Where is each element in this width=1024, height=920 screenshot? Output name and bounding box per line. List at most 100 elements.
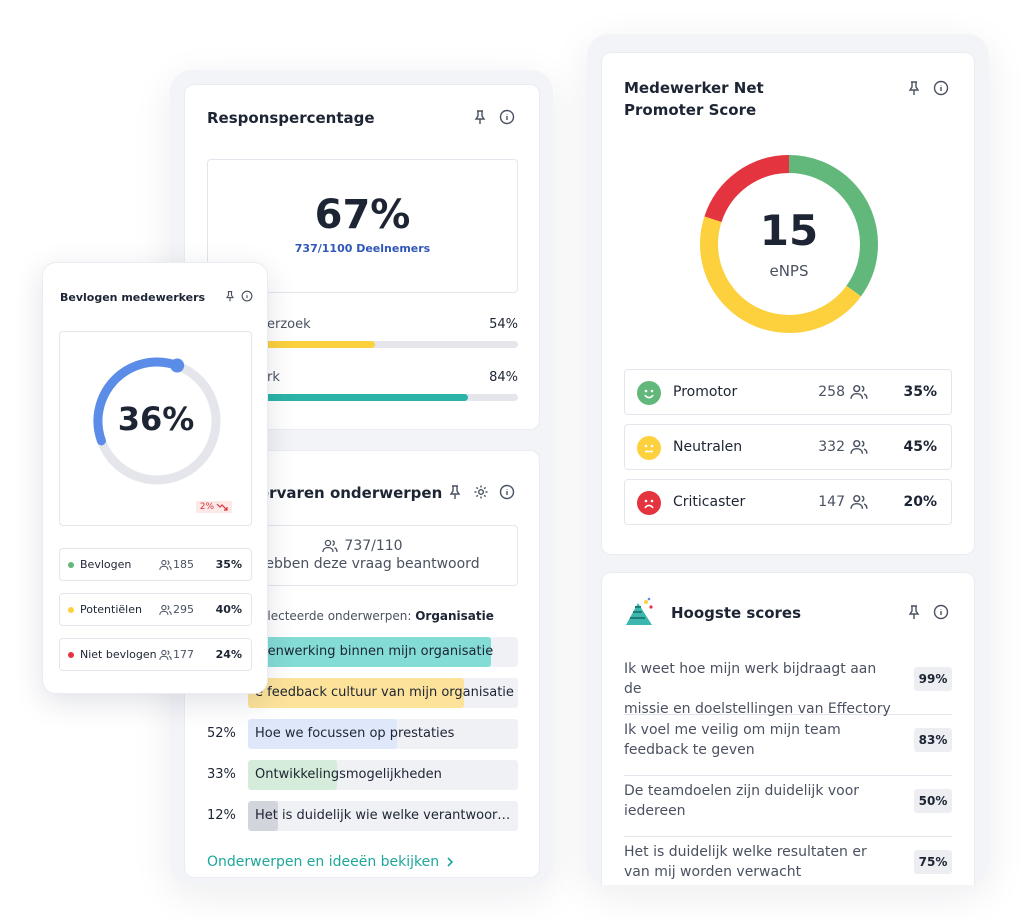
row-label: Potentiëlen xyxy=(80,603,142,616)
topic-percentage: 33% xyxy=(207,767,236,782)
topic-bar-fill xyxy=(248,801,278,831)
engaged-row: Bevlogen 185 35% xyxy=(59,548,252,581)
topic-row[interactable]: 12% Het is duidelijk wie welke verantwoor… xyxy=(207,801,518,831)
card-title: Bevlogen medewerkers xyxy=(60,291,206,304)
info-icon[interactable] xyxy=(499,484,515,500)
info-icon[interactable] xyxy=(933,604,949,620)
card-title: Medewerker Net Promoter Score xyxy=(624,77,764,121)
row-percentage: 24% xyxy=(215,648,242,661)
row-label: Niet bevlogen xyxy=(80,648,157,661)
info-icon[interactable] xyxy=(241,290,253,302)
selected-topics: electeerde onderwerpen: Organisatie xyxy=(260,609,494,623)
enps-donut-chart xyxy=(700,155,878,333)
response-bar-0: erzoek 54% xyxy=(207,317,518,348)
people-icon xyxy=(322,539,339,553)
enps-score: 15 xyxy=(759,206,819,255)
topic-label: e feedback cultuur van mijn organisatie xyxy=(255,685,514,700)
row-percentage: 40% xyxy=(215,603,242,616)
topic-percentage: 52% xyxy=(207,726,236,741)
bar-fill xyxy=(207,341,375,348)
status-dot xyxy=(68,562,74,568)
score-row: Ik weet hoe mijn werk bijdraagt aan de mi… xyxy=(624,659,952,717)
enps-label: eNPS xyxy=(769,262,809,280)
info-icon[interactable] xyxy=(933,80,949,96)
selected-prefix: electeerde onderwerpen: xyxy=(260,609,412,623)
answered-count: 737/110 xyxy=(344,538,403,554)
question-line: De teamdoelen zijn duidelijk voor xyxy=(624,783,860,799)
topic-row[interactable]: 52% Hoe we focussen op prestaties xyxy=(207,719,518,749)
topic-row[interactable]: e feedback cultuur van mijn organisatie xyxy=(207,678,518,708)
answered-text: ebben deze vraag beantwoord xyxy=(265,556,480,572)
row-label: Bevlogen xyxy=(80,558,132,571)
score-badge: 75% xyxy=(914,850,952,874)
people-icon xyxy=(159,604,172,616)
people-icon xyxy=(159,649,172,661)
topics-link[interactable]: Onderwerpen en ideeën bekijken xyxy=(207,854,455,870)
topic-bar: Het is duidelijk wie welke verantwoordel… xyxy=(248,801,518,831)
topic-row[interactable]: 33% Ontwikkelingsmogelijkheden xyxy=(207,760,518,790)
row-count: 295 xyxy=(173,603,194,616)
question-line: missie en doelstellingen van Effectory xyxy=(624,701,891,717)
row-count: 177 xyxy=(173,648,194,661)
status-dot xyxy=(68,607,74,613)
topic-label: Hoe we focussen op prestaties xyxy=(255,726,455,741)
card-title: Hoogste scores xyxy=(671,604,802,622)
segment-count: 258 xyxy=(818,384,845,400)
topic-bar-fill xyxy=(248,637,491,667)
ring-handle xyxy=(170,358,185,373)
question-line: van mij worden verwacht xyxy=(624,864,802,880)
topic-bar: e feedback cultuur van mijn organisatie xyxy=(248,678,518,708)
bar-value: 54% xyxy=(489,317,518,332)
bar-value: 84% xyxy=(489,370,518,385)
score-question: De teamdoelen zijn duidelijk voor iederee… xyxy=(624,781,896,821)
card-title: ervaren onderwerpen xyxy=(259,484,443,502)
engaged-row: Niet bevlogen 177 24% xyxy=(59,638,252,671)
engaged-percentage: 36% xyxy=(117,400,195,438)
topic-row[interactable]: menwerking binnen mijn organisatie xyxy=(207,637,518,667)
pin-icon[interactable] xyxy=(447,484,463,500)
settings-gear-icon[interactable] xyxy=(473,484,489,500)
score-badge: 83% xyxy=(914,728,952,752)
trend-badge: 2% xyxy=(195,501,232,513)
topic-label: Het is duidelijk wie welke verantwoordel… xyxy=(255,808,517,823)
topic-bar-fill xyxy=(248,760,338,790)
segment-label: Neutralen xyxy=(673,439,743,455)
pin-icon[interactable] xyxy=(906,80,922,96)
pin-icon[interactable] xyxy=(472,109,488,125)
smile-face-icon xyxy=(637,381,661,405)
response-summary: 67% 737/1100 Deelnemers xyxy=(207,159,518,293)
score-question: Ik weet hoe mijn werk bijdraagt aan de mi… xyxy=(624,659,896,719)
topic-bar-fill xyxy=(248,719,397,749)
neutral-face-icon xyxy=(637,436,661,460)
topic-label: Ontwikkelingsmogelijkheden xyxy=(255,767,442,782)
engaged-row: Potentiëlen 295 40% xyxy=(59,593,252,626)
question-line: Ik voel me veilig om mijn team xyxy=(624,722,841,738)
highest-scores-card: Hoogste scores Ik weet hoe mijn werk bij… xyxy=(601,572,975,885)
engaged-employees-card: Bevlogen medewerkers 36% 2% Bevlogen 185 3… xyxy=(42,262,268,694)
enps-card: Medewerker Net Promoter Score 15 eNPS Pr… xyxy=(601,52,975,555)
topic-percentage: 12% xyxy=(207,808,236,823)
score-question: Het is duidelijk welke resultaten er van … xyxy=(624,842,896,882)
pin-icon[interactable] xyxy=(224,290,236,302)
row-percentage: 35% xyxy=(215,558,242,571)
segment-label: Promotor xyxy=(673,384,738,400)
people-icon xyxy=(850,494,868,510)
link-text[interactable]: Onderwerpen en ideeën bekijken xyxy=(207,854,440,870)
info-icon[interactable] xyxy=(499,109,515,125)
segment-percentage: 20% xyxy=(903,494,937,510)
score-row: Ik voel me veilig om mijn team feedback t… xyxy=(624,720,952,776)
segment-label: Criticaster xyxy=(673,494,746,510)
segment-count: 332 xyxy=(818,439,845,455)
trend-value: 2% xyxy=(199,502,214,512)
pin-icon[interactable] xyxy=(906,604,922,620)
question-line: iedereen xyxy=(624,803,686,819)
bar-label: erzoek xyxy=(267,317,311,332)
chevron-right-icon xyxy=(445,856,455,868)
selected-value: Organisatie xyxy=(415,609,494,623)
party-icon xyxy=(624,597,656,627)
row-count: 185 xyxy=(173,558,194,571)
question-line: feedback te geven xyxy=(624,742,755,758)
enps-legend-row: Neutralen 332 45% xyxy=(624,424,952,470)
question-line: Het is duidelijk welke resultaten er xyxy=(624,844,867,860)
donut-segment-neutralen xyxy=(700,155,878,333)
